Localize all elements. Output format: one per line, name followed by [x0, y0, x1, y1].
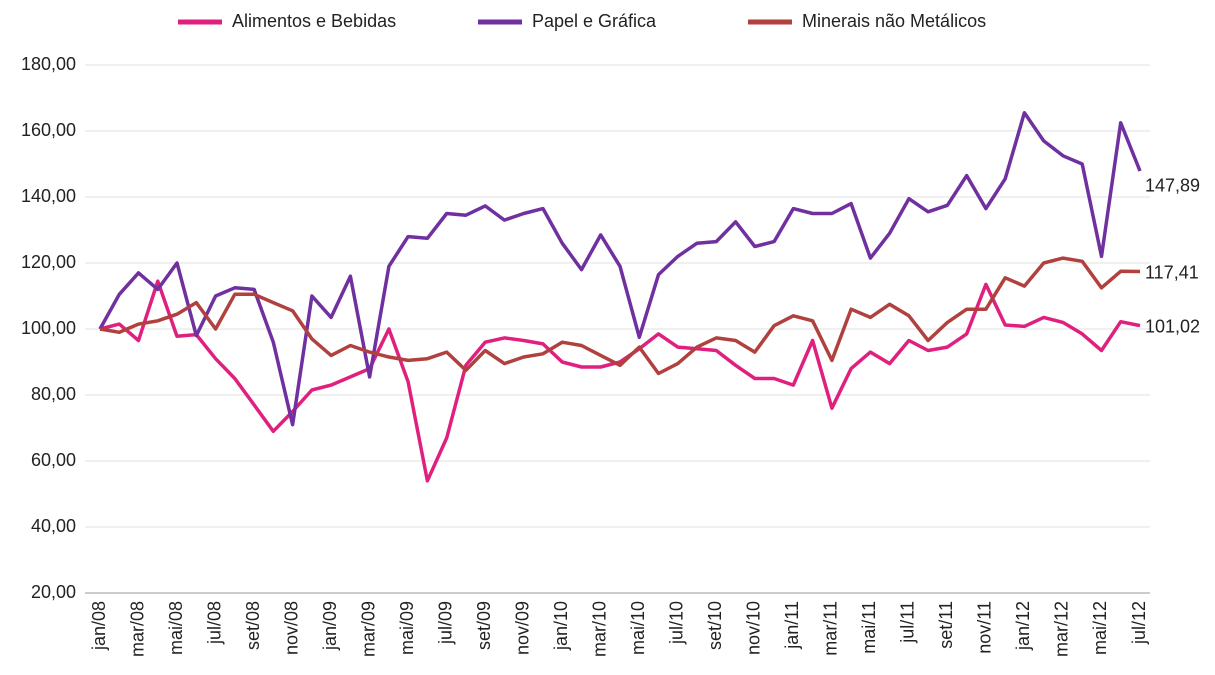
series-line	[99, 279, 1141, 483]
x-tick-label: set/10	[705, 601, 725, 650]
x-tick-label: mai/08	[166, 601, 186, 655]
x-tick-label: set/08	[243, 601, 263, 650]
x-tick-label: nov/08	[281, 601, 301, 655]
x-tick-label: mar/12	[1052, 601, 1072, 657]
data-label: 147,89	[1145, 176, 1200, 196]
x-tick-label: mar/09	[358, 601, 378, 657]
x-tick-label: mai/11	[859, 601, 879, 654]
x-tick-label: nov/11	[975, 601, 995, 654]
x-tick-label: jul/10	[667, 601, 687, 645]
data-label: 101,02	[1145, 316, 1200, 336]
x-tick-label: jan/08	[89, 601, 109, 651]
data-label: 117,41	[1145, 262, 1199, 282]
x-tick-label: mai/09	[397, 601, 417, 655]
x-tick-label: set/09	[474, 601, 494, 650]
x-tick-label: jan/09	[320, 601, 340, 651]
x-tick-label: mai/12	[1090, 601, 1110, 655]
x-tick-label: mar/10	[589, 601, 609, 657]
x-tick-label: nov/10	[744, 601, 764, 655]
series-line	[99, 256, 1141, 376]
x-tick-label: mai/10	[628, 601, 648, 655]
x-tick-label: jan/11	[782, 601, 802, 650]
y-tick-label: 120,00	[21, 252, 76, 272]
y-tick-label: 180,00	[21, 54, 76, 74]
x-tick-label: nov/09	[512, 601, 532, 655]
x-tick-label: jul/08	[204, 601, 224, 645]
legend-label: Papel e Gráfica	[532, 11, 657, 31]
y-tick-label: 160,00	[21, 120, 76, 140]
y-tick-label: 60,00	[31, 450, 76, 470]
y-tick-label: 140,00	[21, 186, 76, 206]
x-tick-label: jul/11	[898, 601, 918, 644]
legend-label: Alimentos e Bebidas	[232, 11, 396, 31]
x-tick-label: mar/11	[821, 601, 841, 656]
y-tick-label: 80,00	[31, 384, 76, 404]
x-tick-label: jan/12	[1013, 601, 1033, 651]
legend-label: Minerais não Metálicos	[802, 11, 986, 31]
y-tick-label: 100,00	[21, 318, 76, 338]
x-tick-label: mar/08	[127, 601, 147, 657]
x-tick-label: jan/10	[551, 601, 571, 651]
x-tick-label: set/11	[936, 601, 956, 649]
y-tick-label: 40,00	[31, 516, 76, 536]
y-tick-label: 20,00	[31, 582, 76, 602]
x-tick-label: jul/12	[1129, 601, 1149, 645]
x-tick-label: jul/09	[435, 601, 455, 645]
series-line	[98, 111, 1142, 427]
